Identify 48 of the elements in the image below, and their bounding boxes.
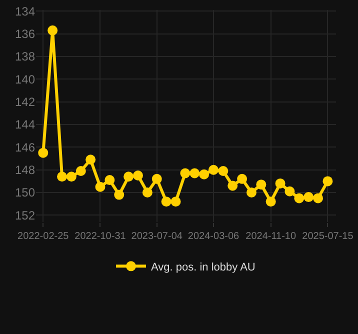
point — [161, 196, 172, 207]
point — [256, 180, 266, 190]
y-tick-label: 138 — [14, 50, 36, 64]
point — [246, 188, 256, 198]
x-tick-label: 2024-03-06 — [188, 231, 240, 242]
x-tick-label: 2025-07-15 — [302, 231, 354, 242]
point — [48, 25, 58, 36]
point — [133, 170, 143, 181]
y-tick-label: 144 — [14, 118, 36, 132]
point — [95, 182, 106, 192]
y-tick-label: 140 — [14, 72, 36, 86]
point — [170, 196, 181, 207]
point — [86, 154, 96, 165]
y-tick-label: 146 — [14, 140, 36, 154]
x-tick-label: 2022-10-31 — [74, 231, 126, 242]
y-tick-label: 152 — [14, 208, 36, 222]
point — [266, 196, 276, 207]
point — [66, 172, 76, 182]
point — [284, 186, 295, 196]
x-tick-label: 2023-07-04 — [131, 231, 183, 242]
point — [180, 168, 190, 178]
point — [313, 193, 324, 204]
point — [114, 190, 124, 200]
point — [228, 180, 238, 191]
point — [38, 148, 48, 158]
y-tick-label: 148 — [14, 163, 36, 178]
point — [190, 168, 200, 178]
point — [104, 175, 115, 186]
point — [152, 174, 162, 184]
y-tick-label: 142 — [14, 95, 36, 110]
point — [237, 174, 248, 184]
point — [57, 172, 68, 182]
point — [304, 192, 314, 202]
y-tick-label: 134 — [14, 4, 36, 18]
point — [124, 172, 134, 182]
point — [208, 164, 219, 175]
point — [218, 166, 228, 176]
point — [275, 178, 286, 188]
point — [142, 188, 152, 198]
y-tick-label: 150 — [14, 186, 36, 200]
point — [322, 176, 333, 186]
x-tick-label: 2024-11-10 — [246, 231, 296, 242]
y-tick-label: 136 — [14, 27, 36, 42]
legend-label: Avg. pos. in lobby AU — [151, 261, 256, 274]
point — [199, 169, 210, 180]
point — [294, 193, 304, 204]
x-tick-label: 2022-02-25 — [18, 231, 70, 242]
point — [76, 166, 86, 176]
